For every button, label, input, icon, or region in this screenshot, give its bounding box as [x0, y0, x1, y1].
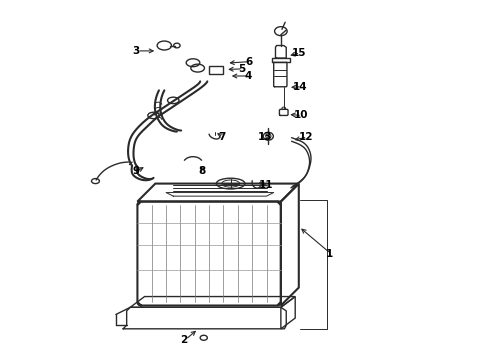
Text: 9: 9	[132, 166, 139, 176]
Text: 13: 13	[257, 132, 272, 142]
Text: 8: 8	[198, 166, 206, 176]
Text: 4: 4	[245, 71, 252, 81]
Text: 5: 5	[238, 64, 245, 74]
Text: 11: 11	[259, 180, 274, 190]
Text: 6: 6	[245, 57, 252, 67]
Text: 7: 7	[218, 132, 225, 142]
Text: 14: 14	[294, 82, 308, 92]
Text: 15: 15	[292, 48, 306, 58]
Text: 12: 12	[299, 132, 313, 142]
Text: 3: 3	[132, 46, 139, 56]
Text: 1: 1	[326, 248, 333, 258]
Text: 2: 2	[180, 334, 188, 345]
Text: 10: 10	[294, 111, 308, 121]
